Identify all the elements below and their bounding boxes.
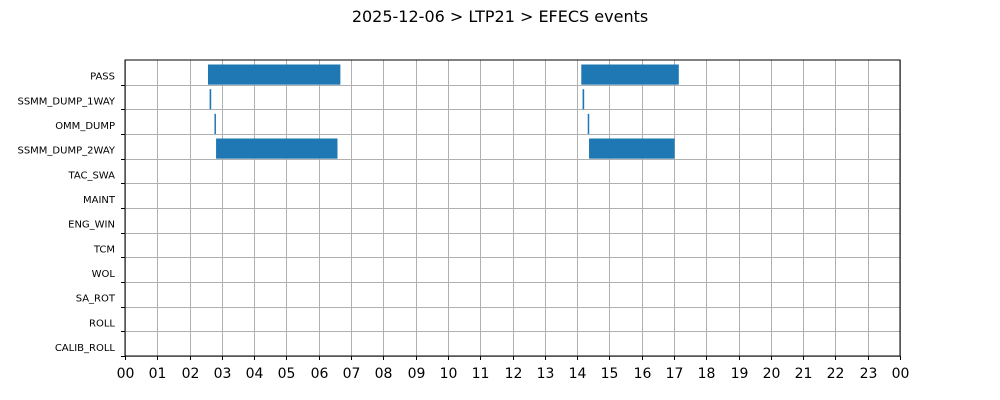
y-tick-label: ROLL — [89, 318, 115, 329]
x-tick-label: 12 — [505, 366, 523, 382]
y-tick-label: TAC_SWA — [67, 170, 115, 181]
y-tick-label: SSMM_DUMP_1WAY — [17, 96, 115, 107]
x-tick-label: 00 — [892, 366, 910, 382]
event-bar — [209, 89, 212, 110]
x-tick-label: 00 — [117, 366, 135, 382]
y-tick-label: OMM_DUMP — [55, 121, 115, 132]
y-tick-label: CALIB_ROLL — [55, 343, 116, 354]
x-tick-label: 21 — [795, 366, 813, 382]
event-bar — [216, 138, 338, 159]
x-tick-label: 08 — [375, 366, 393, 382]
event-bar — [581, 64, 679, 85]
x-tick-label: 14 — [569, 366, 587, 382]
x-tick-label: 03 — [214, 366, 232, 382]
x-tick-label: 02 — [182, 366, 200, 382]
y-tick-label: ENG_WIN — [68, 220, 115, 231]
x-tick-label: 01 — [149, 366, 167, 382]
y-tick-label: PASS — [90, 72, 115, 83]
x-tick-label: 07 — [343, 366, 361, 382]
x-tick-label: 05 — [278, 366, 296, 382]
x-tick-label: 06 — [311, 366, 329, 382]
x-tick-label: 19 — [731, 366, 749, 382]
x-tick-label: 16 — [634, 366, 652, 382]
event-bar — [207, 64, 341, 85]
y-tick-label: TCM — [93, 244, 115, 255]
event-bar — [587, 113, 590, 134]
x-tick-label: 13 — [537, 366, 555, 382]
x-tick-label: 04 — [246, 366, 264, 382]
x-tick-label: 22 — [827, 366, 845, 382]
x-tick-label: 10 — [440, 366, 458, 382]
chart-title: 2025-12-06 > LTP21 > EFECS events — [352, 7, 648, 26]
event-bar — [582, 89, 585, 110]
y-axis-ticks: PASS SSMM_DUMP_1WAY OMM_DUMP SSMM_DUMP_2WAY… — [17, 72, 125, 357]
y-tick-label: MAINT — [83, 195, 116, 206]
x-tick-label: 09 — [408, 366, 426, 382]
x-tick-label: 17 — [666, 366, 684, 382]
y-tick-label: SA_ROT — [76, 294, 116, 305]
bars — [207, 64, 679, 159]
x-tick-label: 20 — [763, 366, 781, 382]
x-tick-label: 15 — [601, 366, 619, 382]
event-bar — [214, 113, 216, 134]
x-axis-ticks: 00 01 02 03 04 05 06 07 08 09 10 11 12 13 14 15 16 17 18 19… — [117, 356, 910, 382]
grid-lines — [125, 60, 901, 357]
y-tick-label: SSMM_DUMP_2WAY — [17, 146, 115, 157]
x-tick-label: 23 — [860, 366, 878, 382]
y-tick-label: WOL — [92, 269, 116, 280]
x-tick-label: 11 — [472, 366, 490, 382]
x-tick-label: 18 — [698, 366, 716, 382]
event-bar — [589, 138, 675, 159]
